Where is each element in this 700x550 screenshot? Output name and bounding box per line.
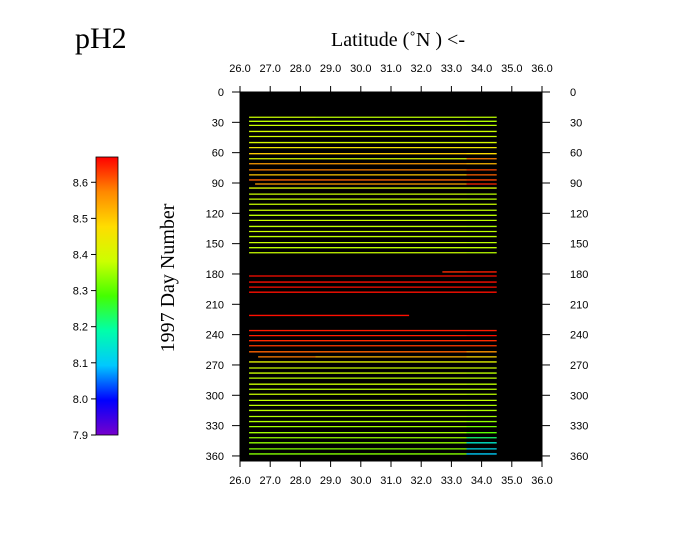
y-tick-label: 210	[206, 299, 224, 311]
y-tick-label: 360	[570, 451, 588, 463]
colorbar-tick-label: 8.3	[73, 286, 88, 298]
y-tick-label: 360	[206, 451, 224, 463]
x-axis-label: Latitude (˚N ) <-	[331, 29, 465, 51]
y-tick-label: 270	[570, 360, 588, 372]
y-axis-label: 1997 Day Number	[157, 203, 179, 352]
y-tick-label: 60	[570, 148, 582, 160]
x-tick-label: 32.0	[410, 475, 431, 487]
y-ticks-right: 0 30 60 90 120 150 180 210 240 270 300 330 360	[542, 87, 588, 463]
x-tick-label: 28.0	[290, 63, 311, 75]
y-tick-label: 0	[570, 87, 576, 99]
x-ticks-top: 26.0 27.0 28.0 29.0 30.0 31.0 32.0 33.0 34.0 35.0…	[229, 63, 553, 92]
x-tick-label: 36.0	[531, 63, 552, 75]
y-tick-label: 120	[570, 208, 588, 220]
y-tick-label: 180	[206, 269, 224, 281]
x-tick-label: 28.0	[290, 475, 311, 487]
colorbar-tick-label: 8.6	[73, 177, 88, 189]
x-tick-label: 27.0	[259, 63, 280, 75]
y-tick-label: 240	[206, 330, 224, 342]
x-tick-label: 32.0	[410, 63, 431, 75]
x-tick-label: 26.0	[229, 63, 250, 75]
colorbar-tick-label: 8.1	[73, 358, 88, 370]
y-ticks-left: 0 30 60 90 120 150 180 210 240 270 300 330 360	[206, 87, 240, 463]
data-tracks	[249, 116, 497, 455]
x-ticks-bottom: 26.0 27.0 28.0 29.0 30.0 31.0 32.0 33.0 34.0 35.0…	[229, 461, 553, 487]
y-tick-label: 240	[570, 330, 588, 342]
y-tick-label: 300	[570, 390, 588, 402]
colorbar-tick-label: 7.9	[73, 430, 88, 442]
y-tick-label: 150	[206, 239, 224, 251]
y-tick-label: 120	[206, 208, 224, 220]
x-tick-label: 33.0	[441, 475, 462, 487]
y-tick-label: 330	[206, 421, 224, 433]
colorbar-tick-label: 8.5	[73, 213, 88, 225]
colorbar-tick-label: 8.2	[73, 322, 88, 334]
y-tick-label: 330	[570, 421, 588, 433]
colorbar-tick-label: 8.4	[73, 249, 88, 261]
colorbar-ticks: 8.6 8.5 8.4 8.3 8.2 8.1 8.0 7.9	[73, 177, 96, 442]
x-tick-label: 29.0	[320, 475, 341, 487]
x-tick-label: 26.0	[229, 475, 250, 487]
y-tick-label: 180	[570, 269, 588, 281]
x-tick-label: 30.0	[350, 475, 371, 487]
y-tick-label: 0	[218, 87, 224, 99]
x-tick-label: 31.0	[380, 63, 401, 75]
y-tick-label: 210	[570, 299, 588, 311]
x-tick-label: 30.0	[350, 63, 371, 75]
x-tick-label: 29.0	[320, 63, 341, 75]
y-tick-label: 30	[212, 117, 224, 129]
y-tick-label: 270	[206, 360, 224, 372]
x-tick-label: 27.0	[259, 475, 280, 487]
x-tick-label: 35.0	[501, 475, 522, 487]
x-tick-label: 33.0	[441, 63, 462, 75]
x-tick-label: 31.0	[380, 475, 401, 487]
y-tick-label: 60	[212, 148, 224, 160]
y-tick-label: 30	[570, 117, 582, 129]
y-tick-label: 300	[206, 390, 224, 402]
y-tick-label: 90	[570, 178, 582, 190]
y-tick-label: 150	[570, 239, 588, 251]
colorbar	[95, 156, 119, 436]
x-tick-label: 34.0	[471, 63, 492, 75]
x-tick-label: 35.0	[501, 63, 522, 75]
chart-title: pH2	[75, 22, 127, 55]
y-tick-label: 90	[212, 178, 224, 190]
x-tick-label: 36.0	[531, 475, 552, 487]
x-tick-label: 34.0	[471, 475, 492, 487]
colorbar-tick-label: 8.0	[73, 394, 88, 406]
